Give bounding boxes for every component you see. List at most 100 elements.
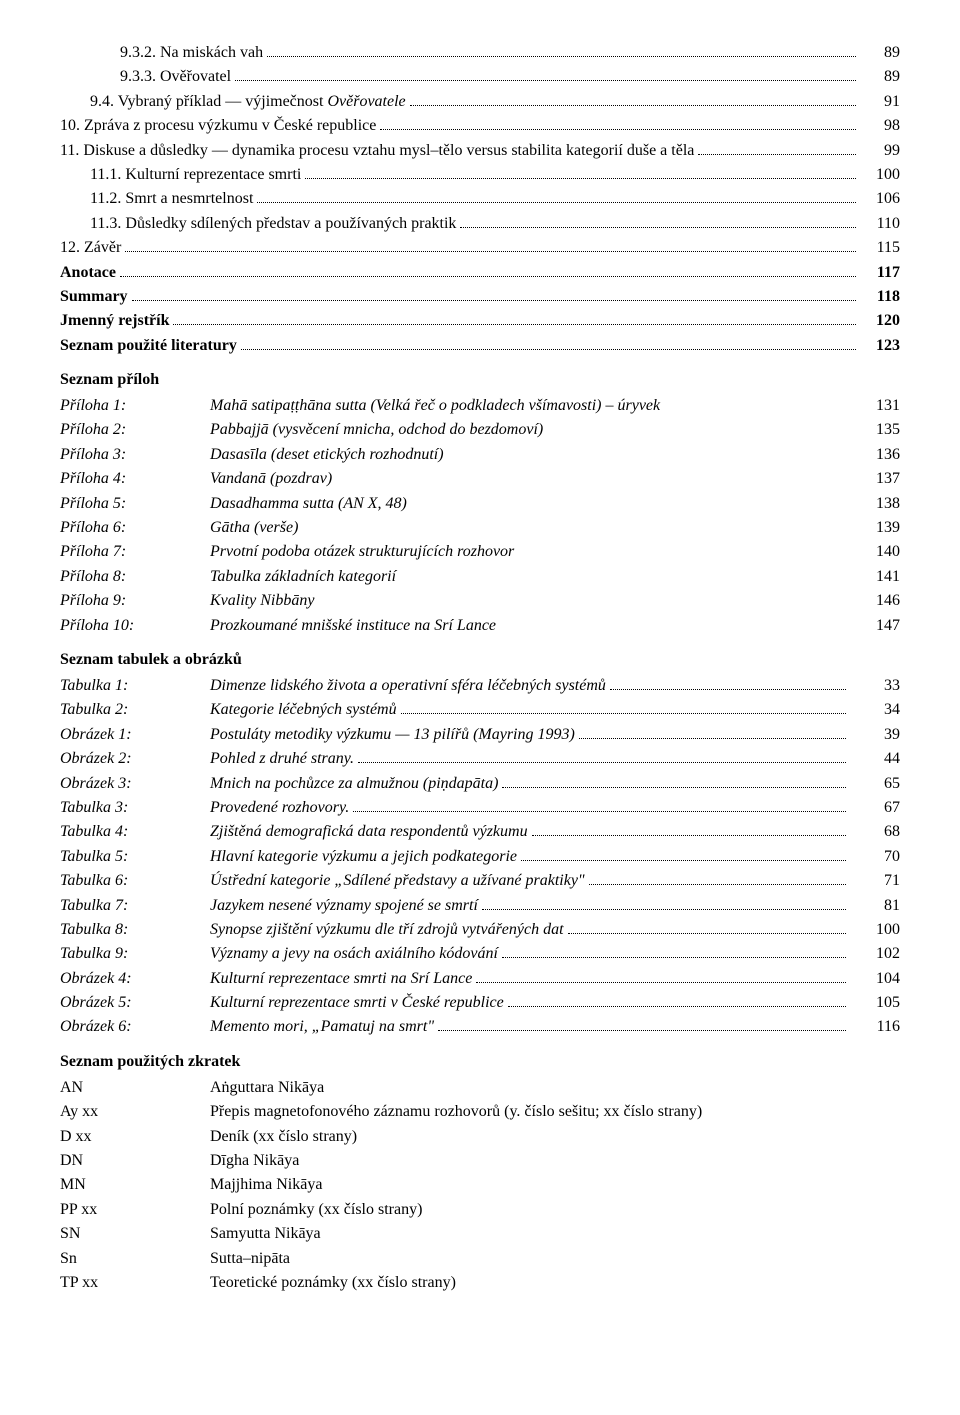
appendix-desc: Kvality Nibbāny	[210, 590, 314, 612]
appendix-page: 147	[850, 615, 900, 637]
appendix-desc: Dasasīla (deset etických rozhodnutí)	[210, 444, 444, 466]
table-figure-desc: Zjištěná demografická data respondentů v…	[210, 821, 528, 843]
table-figure-label: Tabulka 5:	[60, 846, 210, 868]
appendix-row: Příloha 1:Mahā satipaṭṭhāna sutta (Velká…	[60, 395, 900, 417]
toc-entry: Anotace117	[60, 262, 900, 284]
toc-entry: Seznam použité literatury 123	[60, 335, 900, 357]
appendix-label: Příloha 6:	[60, 517, 210, 539]
abbr-key: Sn	[60, 1248, 210, 1270]
abbr-value: Polní poznámky (xx číslo strany)	[210, 1199, 900, 1221]
table-figure-row: Obrázek 5:Kulturní reprezentace smrti v …	[60, 992, 900, 1014]
table-figure-desc: Ústřední kategorie „Sdílené představy a …	[210, 870, 585, 892]
table-figure-row: Tabulka 8:Synopse zjištění výzkumu dle t…	[60, 919, 900, 941]
leader-dots	[241, 349, 856, 350]
table-figure-page: 44	[850, 748, 900, 770]
abbr-value: Aṅguttara Nikāya	[210, 1077, 900, 1099]
toc-entry-label: Seznam použité literatury	[60, 335, 237, 357]
appendix-page: 135	[850, 419, 900, 441]
leader-dots	[401, 713, 846, 714]
abbr-value: Sutta–nipāta	[210, 1248, 900, 1270]
appendix-row: Příloha 8:Tabulka základních kategorií14…	[60, 566, 900, 588]
abbr-heading: Seznam použitých zkratek	[60, 1053, 900, 1071]
toc-entry: 9.4. Vybraný příklad — výjimečnost Ověřo…	[60, 91, 900, 113]
appendix-row: Příloha 2:Pabbajjā (vysvěcení mnicha, od…	[60, 419, 900, 441]
leader-dots	[410, 105, 856, 106]
toc-entry-page: 123	[860, 335, 900, 357]
leader-dots	[589, 884, 846, 885]
leader-dots	[235, 80, 856, 81]
appendices-heading: Seznam příloh	[60, 371, 900, 389]
abbr-row: SnSutta–nipāta	[60, 1248, 900, 1270]
abbr-key: DN	[60, 1150, 210, 1172]
table-figure-row: Tabulka 9:Významy a jevy na osách axiáln…	[60, 943, 900, 965]
table-figure-row: Tabulka 4:Zjištěná demografická data res…	[60, 821, 900, 843]
toc-entry: 9.3.3. Ověřovatel 89	[60, 66, 900, 88]
appendix-page: 136	[850, 444, 900, 466]
table-figure-row: Obrázek 3:Mnich na pochůzce za almužnou …	[60, 773, 900, 795]
toc-entry-page: 100	[860, 164, 900, 186]
table-figure-desc: Hlavní kategorie výzkumu a jejich podkat…	[210, 846, 517, 868]
appendix-desc: Gātha (verše)	[210, 517, 298, 539]
table-figure-label: Obrázek 4:	[60, 968, 210, 990]
abbr-key: AN	[60, 1077, 210, 1099]
table-figure-row: Obrázek 2:Pohled z druhé strany.44	[60, 748, 900, 770]
table-figure-label: Obrázek 5:	[60, 992, 210, 1014]
toc-entry-label: 10. Zpráva z procesu výzkumu v České rep…	[60, 115, 376, 137]
toc-entry-label: 9.3.2. Na miskách vah	[120, 42, 263, 64]
leader-dots	[610, 689, 846, 690]
table-figure-label: Tabulka 6:	[60, 870, 210, 892]
leader-dots	[120, 276, 856, 277]
table-figure-page: 105	[850, 992, 900, 1014]
abbreviations-list: ANAṅguttara NikāyaAy xxPřepis magnetofon…	[60, 1077, 900, 1295]
table-figure-page: 81	[850, 895, 900, 917]
leader-dots	[482, 909, 846, 910]
appendix-desc: Mahā satipaṭṭhāna sutta (Velká řeč o pod…	[210, 395, 660, 417]
appendix-page: 141	[850, 566, 900, 588]
table-figure-desc: Memento mori, „Pamatuj na smrt"	[210, 1016, 434, 1038]
toc-entry: Jmenný rejstřík120	[60, 310, 900, 332]
toc-entry-page: 89	[860, 42, 900, 64]
abbr-row: Ay xxPřepis magnetofonového záznamu rozh…	[60, 1101, 900, 1123]
appendix-label: Příloha 1:	[60, 395, 210, 417]
leader-dots	[173, 324, 856, 325]
table-figure-page: 65	[850, 773, 900, 795]
abbr-row: MNMajjhima Nikāya	[60, 1174, 900, 1196]
table-figure-row: Tabulka 1:Dimenze lidského života a oper…	[60, 675, 900, 697]
leader-dots	[502, 957, 846, 958]
table-figure-label: Tabulka 2:	[60, 699, 210, 721]
toc-entry-label: 9.3.3. Ověřovatel	[120, 66, 231, 88]
abbr-value: Samyutta Nikāya	[210, 1223, 900, 1245]
table-figure-label: Tabulka 9:	[60, 943, 210, 965]
toc-entry-label: Summary	[60, 286, 128, 308]
toc-entry: 11.3. Důsledky sdílených představ a použ…	[60, 213, 900, 235]
toc-entry: 10. Zpráva z procesu výzkumu v České rep…	[60, 115, 900, 137]
toc-entry-page: 117	[860, 262, 900, 284]
appendix-label: Příloha 10:	[60, 615, 210, 637]
table-figure-page: 39	[850, 724, 900, 746]
table-figure-page: 33	[850, 675, 900, 697]
toc-entry-page: 99	[860, 140, 900, 162]
toc-entry: 12. Závěr115	[60, 237, 900, 259]
table-figure-row: Obrázek 6:Memento mori, „Pamatuj na smrt…	[60, 1016, 900, 1038]
toc-entry-page: 89	[860, 66, 900, 88]
table-figure-label: Obrázek 1:	[60, 724, 210, 746]
appendix-label: Příloha 3:	[60, 444, 210, 466]
table-figure-desc: Jazykem nesené významy spojené se smrtí	[210, 895, 478, 917]
appendix-desc: Prvotní podoba otázek strukturujících ro…	[210, 541, 514, 563]
table-figure-desc: Mnich na pochůzce za almužnou (piṇdapāta…	[210, 773, 498, 795]
toc-entry: 9.3.2. Na miskách vah 89	[60, 42, 900, 64]
abbr-value: Deník (xx číslo strany)	[210, 1126, 900, 1148]
toc-entry-page: 118	[860, 286, 900, 308]
table-figure-label: Tabulka 4:	[60, 821, 210, 843]
table-figure-label: Tabulka 1:	[60, 675, 210, 697]
appendix-desc: Pabbajjā (vysvěcení mnicha, odchod do be…	[210, 419, 543, 441]
tables-heading: Seznam tabulek a obrázků	[60, 651, 900, 669]
leader-dots	[476, 982, 846, 983]
leader-dots	[257, 202, 856, 203]
table-figure-desc: Pohled z druhé strany.	[210, 748, 354, 770]
abbr-key: TP xx	[60, 1272, 210, 1294]
toc-entry: 11.2. Smrt a nesmrtelnost106	[60, 188, 900, 210]
table-figure-label: Tabulka 3:	[60, 797, 210, 819]
appendix-page: 146	[850, 590, 900, 612]
table-figure-page: 104	[850, 968, 900, 990]
